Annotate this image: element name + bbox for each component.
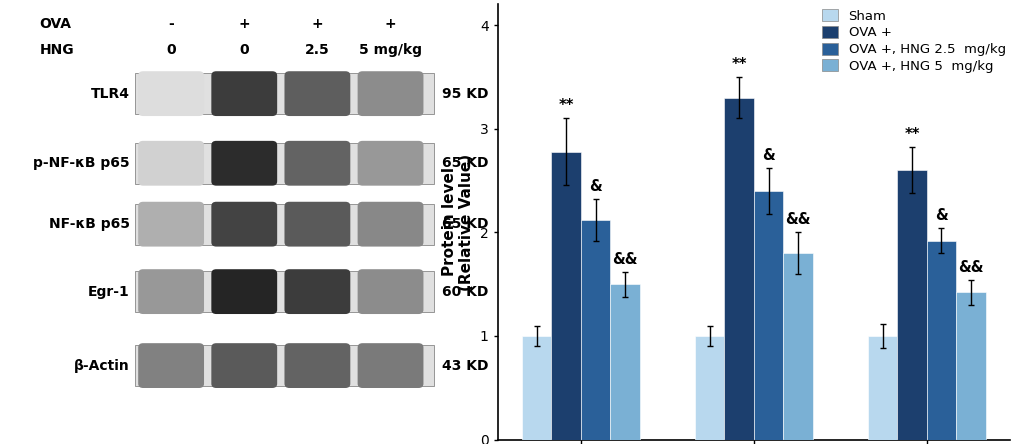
Text: TLR4: TLR4 <box>91 87 129 101</box>
FancyBboxPatch shape <box>358 269 423 314</box>
Bar <box>580 220 609 440</box>
Text: **: ** <box>904 127 919 142</box>
FancyBboxPatch shape <box>211 202 277 246</box>
FancyBboxPatch shape <box>135 345 434 386</box>
Text: -: - <box>168 17 174 31</box>
FancyBboxPatch shape <box>358 202 423 246</box>
Text: 0: 0 <box>239 43 249 57</box>
Bar <box>897 170 926 440</box>
FancyBboxPatch shape <box>135 203 434 245</box>
FancyBboxPatch shape <box>135 143 434 184</box>
Text: +: + <box>384 17 396 31</box>
FancyBboxPatch shape <box>135 271 434 312</box>
Text: &: & <box>934 208 947 223</box>
Bar <box>609 284 639 440</box>
Text: 65 KD: 65 KD <box>441 217 488 231</box>
Text: +: + <box>238 17 250 31</box>
FancyBboxPatch shape <box>138 71 204 116</box>
FancyBboxPatch shape <box>211 71 277 116</box>
FancyBboxPatch shape <box>211 141 277 186</box>
Bar <box>867 336 897 440</box>
Text: β-Actin: β-Actin <box>73 359 129 373</box>
Text: &&: && <box>957 260 982 275</box>
Text: NF-κB p65: NF-κB p65 <box>49 217 129 231</box>
Legend: Sham, OVA +, OVA +, HNG 2.5  mg/kg, OVA +, HNG 5  mg/kg: Sham, OVA +, OVA +, HNG 2.5 mg/kg, OVA +… <box>818 7 1008 75</box>
Text: &: & <box>589 179 601 194</box>
Bar <box>955 293 984 440</box>
Y-axis label: Protein level
(Relative Value): Protein level (Relative Value) <box>441 154 474 290</box>
Bar <box>522 336 551 440</box>
Text: Egr-1: Egr-1 <box>88 285 129 299</box>
Text: &&: && <box>785 212 810 227</box>
FancyBboxPatch shape <box>284 343 350 388</box>
Text: 65 KD: 65 KD <box>441 156 488 170</box>
FancyBboxPatch shape <box>211 343 277 388</box>
Text: p-NF-κB p65: p-NF-κB p65 <box>33 156 129 170</box>
Text: **: ** <box>731 57 746 72</box>
Text: +: + <box>311 17 323 31</box>
FancyBboxPatch shape <box>284 202 350 246</box>
Text: &&: && <box>611 252 637 266</box>
Text: 2.5: 2.5 <box>305 43 329 57</box>
Text: OVA: OVA <box>40 17 71 31</box>
FancyBboxPatch shape <box>284 141 350 186</box>
FancyBboxPatch shape <box>284 269 350 314</box>
FancyBboxPatch shape <box>138 141 204 186</box>
Text: **: ** <box>557 98 574 113</box>
Text: 43 KD: 43 KD <box>441 359 488 373</box>
FancyBboxPatch shape <box>358 343 423 388</box>
Text: 0: 0 <box>166 43 175 57</box>
FancyBboxPatch shape <box>138 269 204 314</box>
FancyBboxPatch shape <box>135 73 434 114</box>
Bar <box>783 253 812 440</box>
Bar <box>694 336 723 440</box>
FancyBboxPatch shape <box>358 141 423 186</box>
Text: 5 mg/kg: 5 mg/kg <box>359 43 422 57</box>
FancyBboxPatch shape <box>358 71 423 116</box>
Bar <box>723 98 753 440</box>
Bar <box>926 241 955 440</box>
FancyBboxPatch shape <box>284 71 350 116</box>
Bar <box>753 191 783 440</box>
Text: &: & <box>761 148 774 163</box>
FancyBboxPatch shape <box>138 343 204 388</box>
FancyBboxPatch shape <box>211 269 277 314</box>
Text: HNG: HNG <box>40 43 74 57</box>
Text: 95 KD: 95 KD <box>441 87 488 101</box>
FancyBboxPatch shape <box>138 202 204 246</box>
Text: 60 KD: 60 KD <box>441 285 488 299</box>
Bar <box>551 151 580 440</box>
